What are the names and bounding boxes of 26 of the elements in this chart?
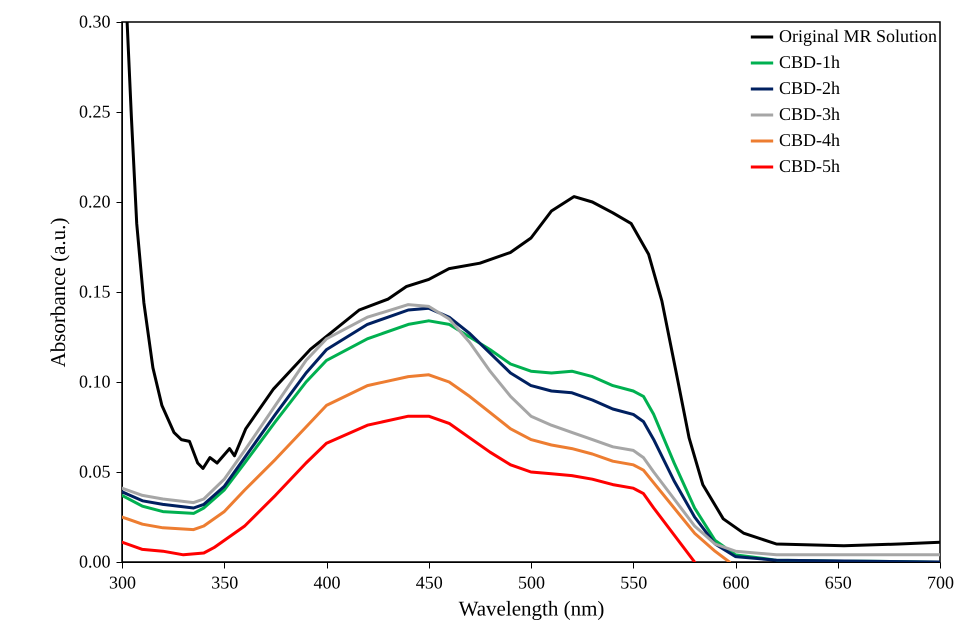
y-tick-label: 0.30 — [79, 12, 110, 32]
y-tick-label: 0.25 — [79, 102, 110, 122]
legend-label: CBD-1h — [779, 52, 840, 72]
x-tick-label: 600 — [722, 572, 750, 592]
legend-label: CBD-3h — [779, 104, 840, 124]
legend-label: CBD-2h — [779, 78, 840, 98]
legend-label: CBD-5h — [779, 156, 840, 176]
x-tick-label: 550 — [620, 572, 648, 592]
legend-label: CBD-4h — [779, 130, 840, 150]
y-axis-title: Absorbance (a.u.) — [46, 218, 70, 368]
x-tick-label: 700 — [927, 572, 954, 592]
legend-label: Original MR Solution — [779, 26, 938, 46]
y-tick-label: 0.05 — [79, 462, 110, 482]
y-tick-label: 0.15 — [79, 282, 110, 302]
y-tick-label: 0.10 — [79, 372, 110, 392]
x-tick-label: 450 — [416, 572, 443, 592]
x-axis-title: Wavelength (nm) — [458, 596, 604, 620]
line-series — [122, 414, 696, 562]
y-tick-label: 0.00 — [79, 552, 110, 572]
x-tick-label: 350 — [211, 572, 238, 592]
x-tick-label: 650 — [824, 572, 852, 592]
x-tick-label: 300 — [109, 572, 136, 592]
x-tick-label: 400 — [314, 572, 340, 592]
line-series — [122, 373, 731, 562]
y-tick-label: 0.20 — [79, 192, 110, 212]
x-tick-label: 500 — [518, 572, 545, 592]
